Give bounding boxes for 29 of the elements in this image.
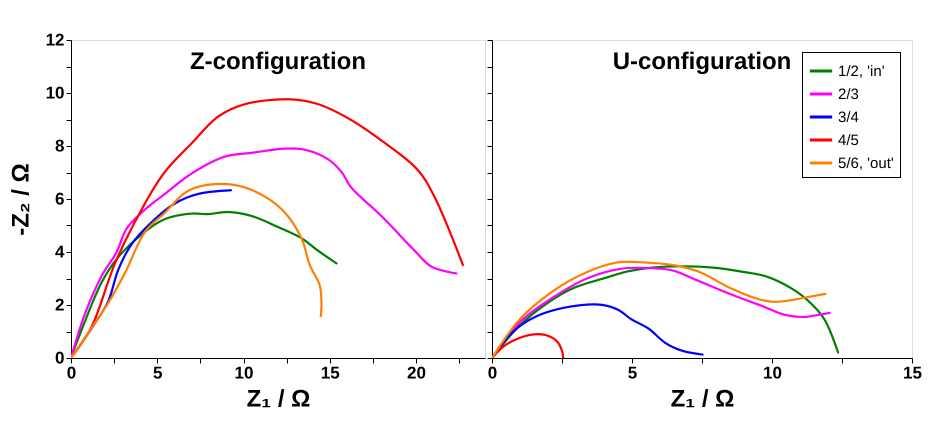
line-series xyxy=(71,182,323,358)
line-series xyxy=(71,147,458,358)
legend-label: 3/4 xyxy=(838,109,859,126)
line-series xyxy=(71,98,464,358)
y-tick-label: 8 xyxy=(55,136,64,156)
y-tick-label: 2 xyxy=(55,296,64,314)
x-tick-label: 15 xyxy=(903,364,922,382)
x-tick-label: 20 xyxy=(407,364,426,382)
legend-label: 2/3 xyxy=(838,86,859,103)
y-tick-label: 10 xyxy=(46,84,64,102)
x-tick-label: 10 xyxy=(234,364,254,382)
chart-title: U-configuration xyxy=(612,48,792,75)
x-tick-label: 10 xyxy=(763,364,782,382)
x-tick-label: 5 xyxy=(153,364,162,382)
y-tick-label: 4 xyxy=(55,242,66,262)
x-tick-label: 15 xyxy=(320,364,340,382)
y-tick-label: 6 xyxy=(55,190,64,208)
chart-title: Z-configuration xyxy=(190,48,366,75)
y-tick-label: 12 xyxy=(46,30,64,50)
y-tick-label: 0 xyxy=(55,348,64,368)
legend-label: 5/6, 'out' xyxy=(838,155,894,172)
x-axis-title: Z₁ / Ω xyxy=(670,386,734,412)
x-tick-label: 0 xyxy=(66,364,76,382)
x-tick-label: 0 xyxy=(488,364,498,382)
x-axis-title: Z₁ / Ω xyxy=(246,386,310,412)
legend-label: 1/2, 'in' xyxy=(838,63,885,80)
x-tick-label: 5 xyxy=(628,364,638,382)
legend-label: 4/5 xyxy=(838,132,859,149)
y-axis-title: -Z₂ / Ω xyxy=(8,163,35,236)
